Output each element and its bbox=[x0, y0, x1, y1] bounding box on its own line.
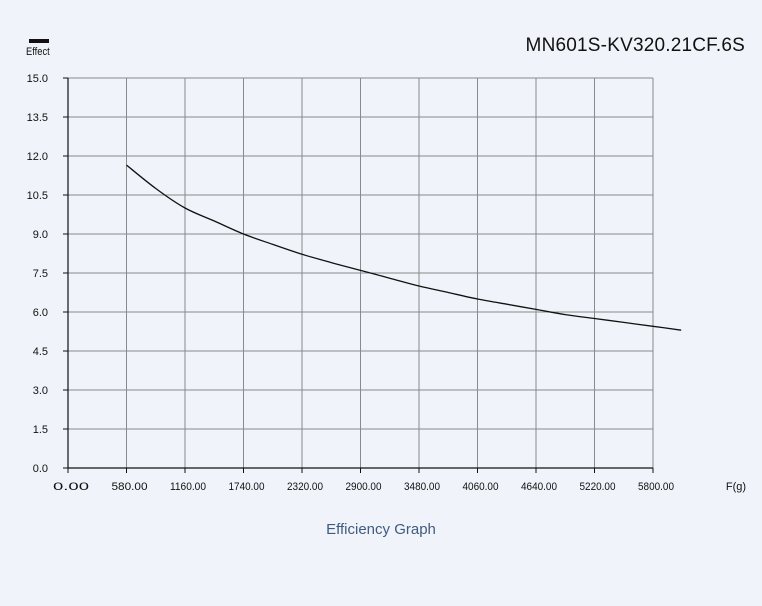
y-tick-label: 15.0 bbox=[27, 73, 48, 85]
x-tick-label: 2900.00 bbox=[346, 481, 382, 493]
y-tick-label: 12.0 bbox=[27, 151, 48, 163]
y-tick-label: 1.5 bbox=[33, 424, 48, 436]
x-axis-label: F(g) bbox=[726, 481, 746, 493]
x-tick-label: 0.00 bbox=[53, 481, 89, 493]
x-tick-label: 580.00 bbox=[112, 481, 148, 493]
series-line-effect bbox=[126, 164, 682, 331]
x-tick-label: 4060.00 bbox=[463, 481, 499, 493]
chart-title: MN601S-KV320.21CF.6S bbox=[525, 35, 745, 56]
x-tick-label: 1160.00 bbox=[170, 481, 206, 493]
x-tick-label: 5800.00 bbox=[638, 481, 674, 493]
y-tick-label: 0.0 bbox=[33, 463, 48, 475]
y-tick-label: 4.5 bbox=[33, 346, 48, 358]
y-tick-label: 13.5 bbox=[27, 112, 48, 124]
y-tick-label: 6.0 bbox=[33, 307, 48, 319]
y-tick-label: 10.5 bbox=[27, 190, 48, 202]
chart-caption: Efficiency Graph bbox=[326, 521, 436, 538]
legend-swatch bbox=[29, 39, 49, 43]
x-tick-label: 4640.00 bbox=[521, 481, 557, 493]
y-tick-label: 7.5 bbox=[33, 268, 48, 280]
x-tick-label: 3480.00 bbox=[404, 481, 440, 493]
x-tick-label: 1740.00 bbox=[229, 481, 265, 493]
x-tick-label: 2320.00 bbox=[287, 481, 323, 493]
y-tick-label: 9.0 bbox=[33, 229, 48, 241]
x-tick-label: 5220.00 bbox=[580, 481, 616, 493]
legend-label: Effect bbox=[26, 46, 50, 58]
y-tick-label: 3.0 bbox=[33, 385, 48, 397]
